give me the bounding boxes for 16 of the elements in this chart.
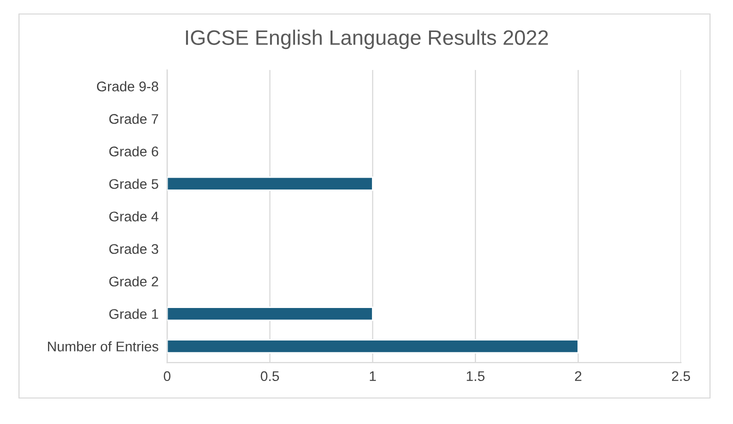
y-tick-label: Grade 1 — [109, 308, 158, 319]
x-tick-label: 2.5 — [672, 371, 690, 382]
x-tick-label: 0 — [164, 371, 170, 382]
y-tick-label: Grade 4 — [109, 211, 158, 222]
x-tick-label: 1 — [370, 371, 376, 381]
x-tick-label: 0.5 — [260, 371, 279, 382]
y-tick-label: Grade 3 — [109, 244, 158, 254]
x-tick-label: 1.5 — [466, 371, 484, 382]
y-tick-label: Number of Entries — [48, 341, 158, 352]
chart-title: IGCSE English Language Results 2022 — [186, 30, 548, 50]
y-tick-label: Grade 5 — [109, 178, 158, 189]
y-tick-label: Grade 7 — [109, 114, 158, 124]
y-tick-label: Grade 9-8 — [96, 81, 158, 92]
y-tick-label: Grade 2 — [109, 276, 158, 286]
x-tick-label: 2 — [575, 371, 582, 381]
y-tick-label: Grade 6 — [109, 146, 158, 156]
